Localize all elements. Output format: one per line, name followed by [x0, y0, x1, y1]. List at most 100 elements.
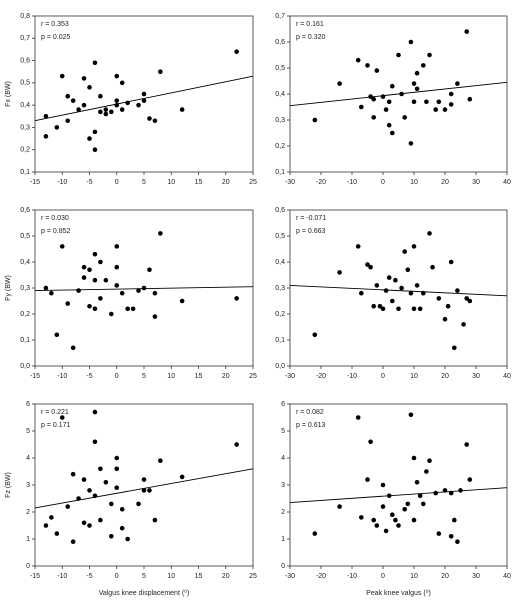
point: [152, 118, 158, 124]
point: [147, 488, 152, 493]
annotation: p = 0.663: [296, 228, 325, 235]
point: [109, 109, 114, 115]
point: [114, 73, 120, 79]
y-tick-label: 4: [26, 455, 30, 462]
x-tick-label: -15: [30, 573, 40, 580]
y-tick-label: 0,5: [275, 65, 285, 72]
point: [408, 412, 414, 418]
point: [76, 496, 81, 501]
y-tick-label: 0,4: [275, 259, 285, 266]
y-tick-label: 0,8: [20, 13, 30, 20]
y-tick-label: 0,4: [20, 259, 30, 266]
point: [141, 91, 147, 97]
point: [436, 531, 442, 536]
point: [136, 501, 141, 507]
y-tick-label: 0,2: [275, 311, 285, 318]
point: [103, 111, 109, 117]
point: [371, 96, 377, 102]
point: [337, 270, 342, 275]
x-tick-label: -15: [30, 179, 40, 186]
point: [49, 515, 54, 520]
point: [411, 455, 417, 461]
point: [402, 507, 408, 512]
x-tick-label: 0: [381, 573, 385, 580]
y-tick-label: 0,3: [20, 285, 30, 292]
y-tick-label: 0,5: [20, 80, 30, 87]
point: [448, 534, 454, 539]
point: [103, 480, 109, 485]
x-tick-label: 10: [410, 179, 418, 186]
point: [417, 493, 423, 499]
point: [179, 474, 185, 480]
annotation: r = 0.221: [41, 409, 69, 416]
point: [87, 136, 92, 141]
point: [436, 296, 442, 301]
point: [158, 458, 163, 464]
trend-line: [289, 487, 508, 503]
point: [43, 134, 49, 139]
point: [152, 290, 158, 296]
y-tick-label: 3: [26, 482, 30, 489]
point: [179, 107, 185, 112]
x-tick-label: -15: [30, 373, 40, 380]
point: [109, 501, 114, 507]
x-tick-label: 30: [472, 373, 480, 380]
point: [59, 244, 65, 249]
point: [76, 288, 81, 293]
point: [147, 116, 152, 121]
point: [119, 107, 125, 112]
x-tick-label: 15: [195, 373, 203, 380]
point: [452, 517, 457, 523]
point: [92, 251, 98, 257]
point: [393, 517, 398, 523]
point: [141, 477, 147, 482]
point: [458, 488, 463, 493]
x-tick-label: -10: [347, 373, 357, 380]
point: [464, 296, 470, 301]
x-tick-label: 30: [472, 573, 480, 580]
y-tick-label: 0,1: [275, 169, 285, 176]
point: [125, 100, 130, 106]
point: [396, 52, 401, 58]
point: [87, 85, 92, 90]
point: [81, 477, 87, 482]
point: [119, 290, 125, 296]
point: [147, 267, 152, 273]
x-tick-label: -5: [86, 179, 92, 186]
point: [380, 482, 386, 488]
y-tick-label: 0: [26, 563, 30, 570]
point: [411, 81, 417, 86]
point: [141, 285, 147, 291]
y-tick-label: 6: [26, 401, 30, 408]
point: [98, 259, 103, 265]
point: [92, 306, 98, 312]
point: [411, 244, 417, 249]
point: [405, 501, 411, 507]
point: [87, 267, 92, 273]
point: [355, 415, 361, 420]
point: [399, 285, 404, 291]
point: [119, 525, 125, 531]
x-tick-label: 25: [249, 573, 257, 580]
point: [374, 283, 380, 288]
point: [448, 91, 454, 97]
point: [81, 102, 87, 108]
point: [430, 264, 435, 270]
point: [76, 107, 81, 112]
point: [59, 415, 65, 420]
point: [92, 277, 98, 283]
x-tick-label: -10: [57, 373, 67, 380]
y-tick-label: 0,4: [275, 91, 285, 98]
trend-line: [289, 81, 508, 107]
point: [109, 311, 114, 317]
point: [414, 70, 420, 76]
y-tick-label: 0,3: [275, 285, 285, 292]
point: [377, 303, 383, 309]
point: [114, 485, 120, 491]
x-tick-label: -30: [285, 179, 295, 186]
annotation: r = 0.353: [41, 21, 69, 28]
point: [467, 298, 473, 304]
point: [359, 290, 364, 296]
point: [54, 332, 60, 338]
point: [455, 81, 460, 86]
